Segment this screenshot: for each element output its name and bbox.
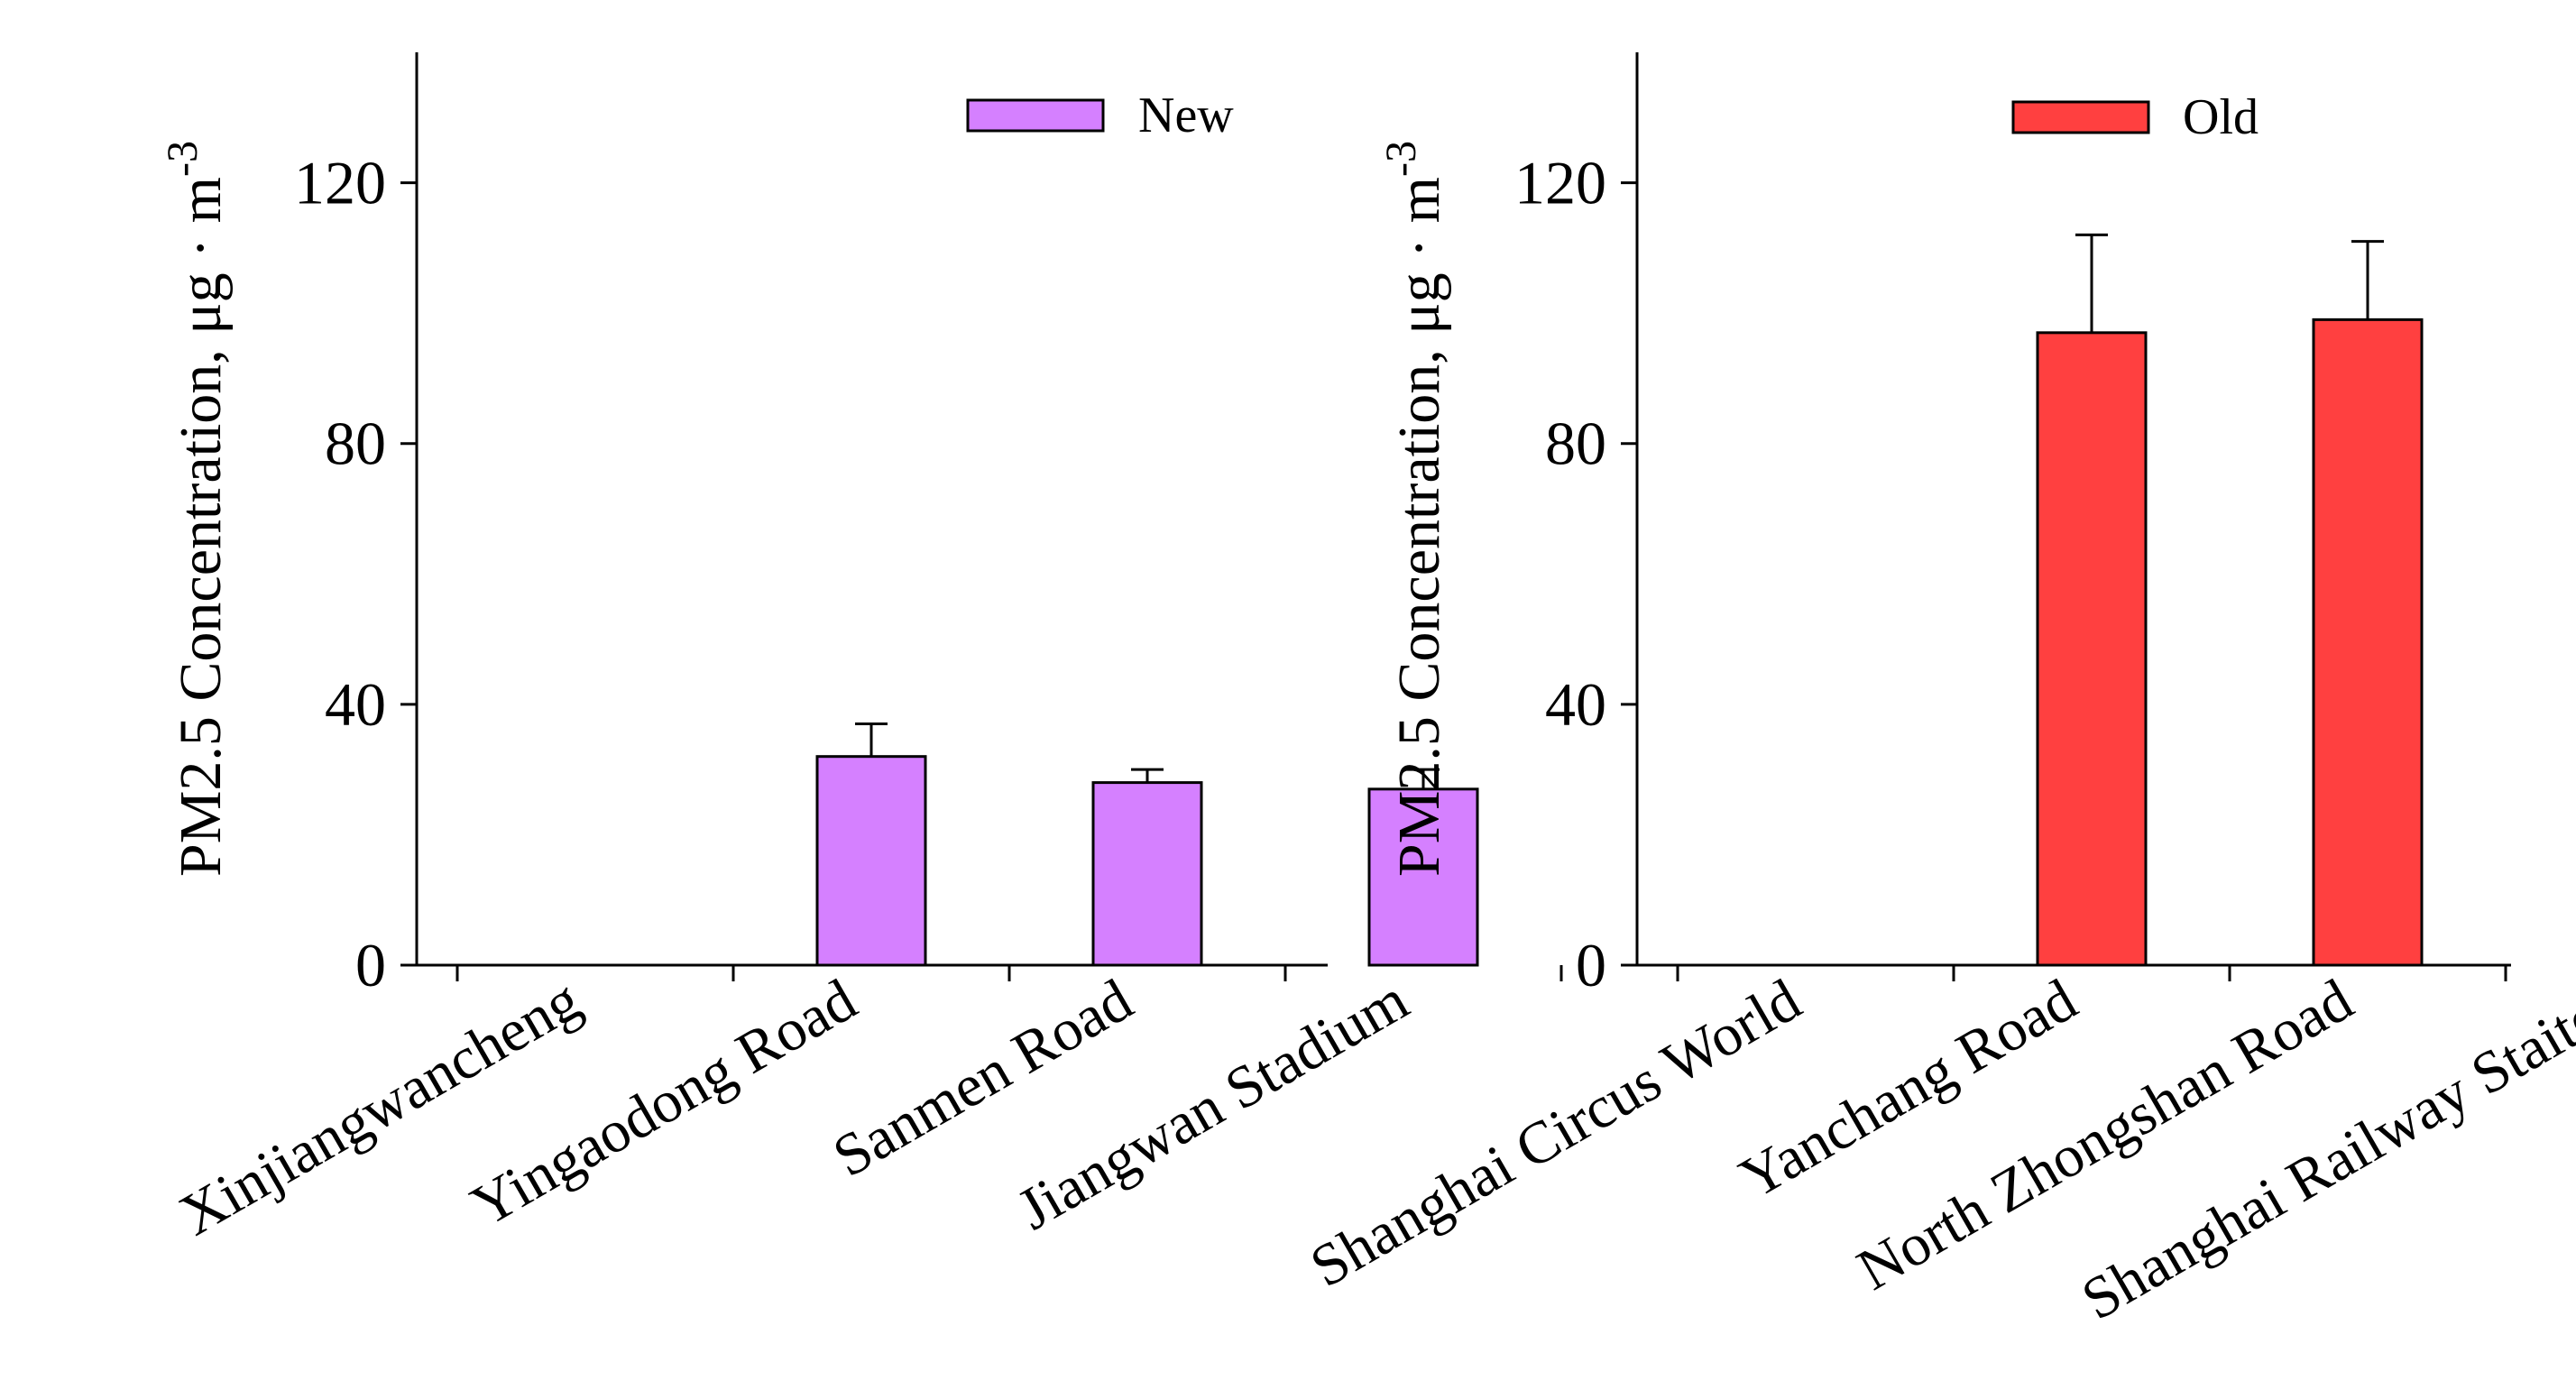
y-tick-label: 0 xyxy=(355,931,386,999)
legend-label: Old xyxy=(2183,89,2259,145)
y-tick-label: 0 xyxy=(1576,931,1606,999)
y-tick-label: 80 xyxy=(1545,410,1606,478)
y-tick-label: 120 xyxy=(1514,149,1606,217)
y-tick-label: 80 xyxy=(325,410,386,478)
y-tick-label: 40 xyxy=(1545,670,1606,739)
y-tick-label: 40 xyxy=(325,670,386,739)
y-axis-label: PM2.5 Concentration, μg · m-3 xyxy=(1377,141,1452,877)
legend-swatch xyxy=(2011,100,2150,134)
legend: New xyxy=(966,87,1234,143)
y-tick-label: 120 xyxy=(294,149,386,217)
legend-swatch xyxy=(966,98,1105,133)
y-axis-label: PM2.5 Concentration, μg · m-3 xyxy=(159,141,234,877)
bar xyxy=(2312,318,2424,967)
bar xyxy=(2036,331,2148,967)
x-category-label: North Zhongshan Road xyxy=(1846,967,2363,1303)
bar xyxy=(1367,787,1479,967)
bar xyxy=(815,755,927,967)
legend-label: New xyxy=(1138,87,1234,143)
legend: Old xyxy=(2011,89,2259,145)
bar xyxy=(1091,781,1203,967)
